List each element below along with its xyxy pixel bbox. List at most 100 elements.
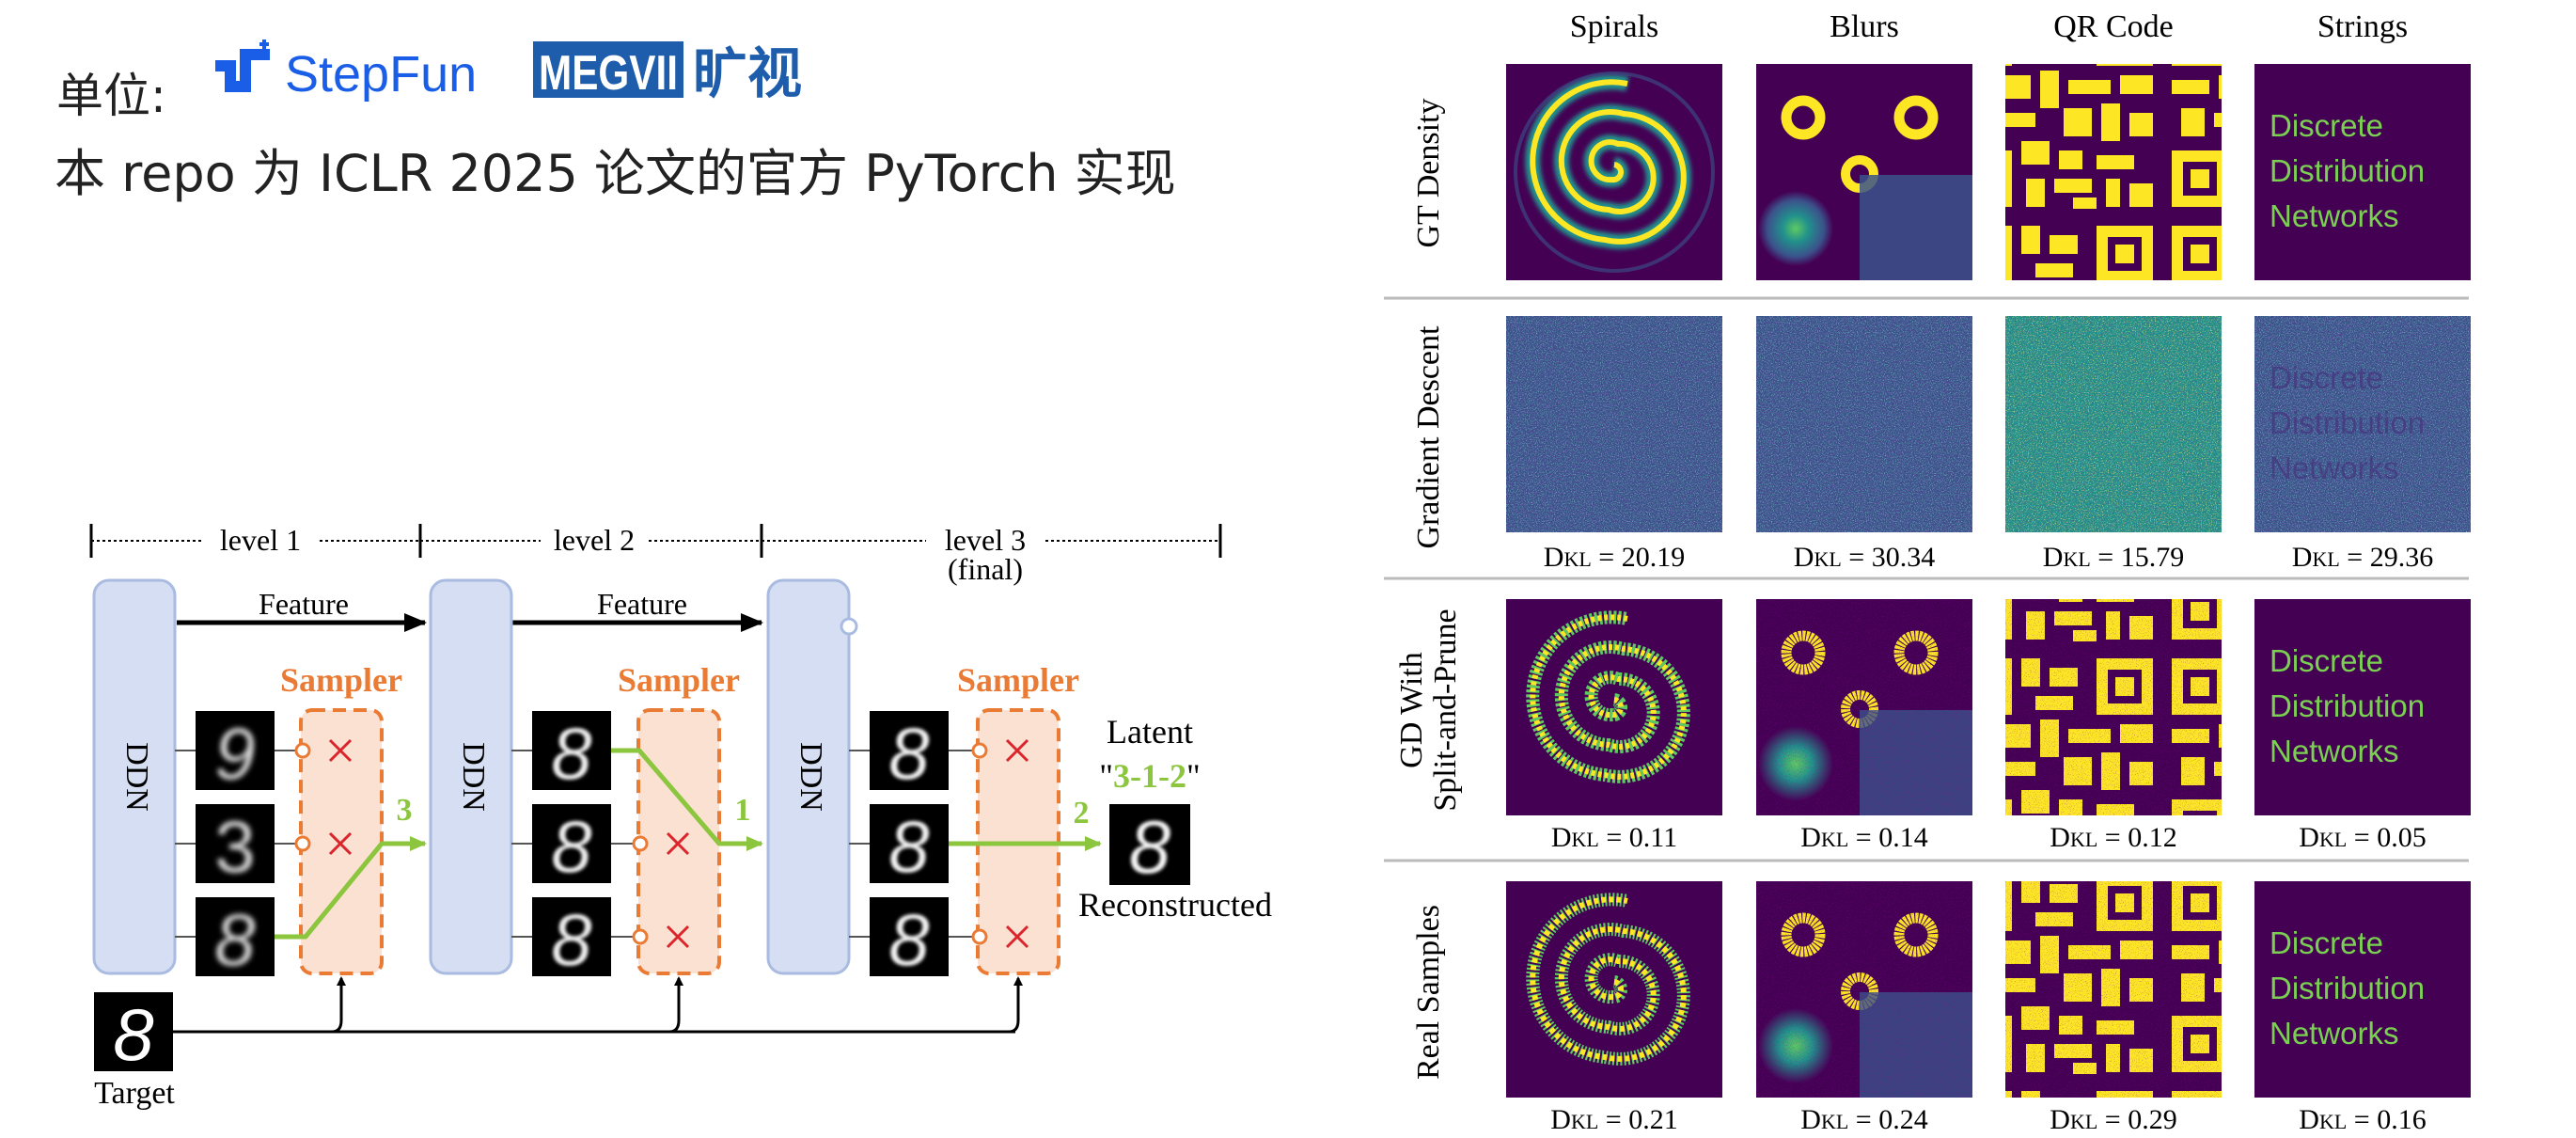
stepfun-logo: StepFun — [215, 40, 477, 103]
digit-thumb: 8 — [532, 897, 611, 981]
megvii-box — [533, 41, 683, 98]
kl-value: DKL = 30.34 — [1794, 542, 1935, 573]
ddn-block-1: DDN — [92, 578, 177, 975]
cell-sp-blurs — [1756, 599, 1972, 815]
column-header: QR Code — [2053, 9, 2174, 44]
kl-value: DKL = 0.16 — [2299, 1104, 2426, 1135]
row-separators — [1384, 296, 2469, 862]
digit-thumb: 9 — [196, 711, 275, 795]
kl-value: DKL = 29.36 — [2292, 542, 2433, 573]
reconstructed-label: Reconstructed — [1078, 886, 1272, 924]
feature-label-2: Feature — [597, 587, 687, 621]
level-ruler — [89, 524, 1222, 558]
ddn-block-3: DDN — [766, 578, 858, 975]
latent-code: "3-1-2" — [1099, 757, 1200, 795]
level-3-label: level 3 — [945, 523, 1026, 557]
strings-line: Distribution — [2270, 688, 2425, 723]
kl-labels: DKL = 20.19 DKL = 30.34 DKL = 15.79 DKL … — [1544, 542, 2433, 1135]
cell-gd-qrcode — [2005, 316, 2222, 532]
target-conditioning-lines — [173, 976, 1023, 1034]
strings-line: Discrete — [2270, 108, 2383, 143]
cell-gt-spirals — [1506, 64, 1722, 280]
cell-gd-spirals — [1506, 316, 1722, 532]
level-1-label: level 1 — [220, 523, 301, 557]
kl-value: DKL = 0.11 — [1551, 822, 1677, 853]
ddn-label-3: DDN — [793, 742, 828, 812]
cell-gt-qrcode — [2005, 64, 2222, 280]
ddn-diagram: level 1 level 2 level 3 (final) Feature … — [89, 523, 1272, 1111]
cell-real-blurs — [1756, 881, 1972, 1098]
strings-line: Distribution — [2270, 405, 2425, 440]
selected-index-3: 2 — [1074, 796, 1090, 830]
strings-line: Discrete — [2270, 643, 2383, 678]
strings-line: Networks — [2270, 198, 2399, 233]
ddn-block-2: DDN — [429, 578, 513, 975]
svg-text:8: 8 — [113, 993, 153, 1076]
results-grid: Spirals Blurs QR Code Strings GT Density… — [1384, 9, 2471, 1135]
sampler-label-2: Sampler — [618, 661, 740, 699]
row-label-gradient-descent: Gradient Descent — [1411, 325, 1446, 549]
strings-line: Networks — [2270, 1016, 2399, 1051]
digit-thumb: 8 — [870, 897, 949, 981]
svg-text:8: 8 — [551, 898, 591, 981]
latent-label: Latent — [1107, 713, 1193, 751]
digit-thumb: 8 — [870, 711, 949, 795]
cell-sp-spirals — [1506, 599, 1722, 815]
cell-real-strings: Discrete Distribution Networks — [2254, 881, 2471, 1098]
page-description: 本 repo 为 ICLR 2025 论文的官方 PyTorch 实现 — [55, 144, 1176, 203]
rejected-marks — [328, 738, 1029, 949]
svg-text:8: 8 — [888, 805, 929, 888]
megvii-logo: MEGVII 旷视 — [533, 41, 802, 104]
stepfun-mark-icon — [215, 40, 270, 92]
svg-text:9: 9 — [214, 712, 255, 795]
kl-value: DKL = 20.19 — [1544, 542, 1685, 573]
selected-index-1: 3 — [397, 793, 413, 828]
strings-line: Discrete — [2270, 360, 2383, 395]
row-label-gd-split-line2: Split-and-Prune — [1428, 609, 1463, 811]
cell-sp-strings: Discrete Distribution Networks — [2254, 599, 2471, 815]
column-header: Blurs — [1830, 9, 1899, 44]
kl-value: DKL = 0.12 — [2050, 822, 2176, 853]
svg-text:8: 8 — [551, 712, 591, 795]
row-label-real-samples: Real Samples — [1411, 905, 1446, 1080]
kl-value: DKL = 15.79 — [2043, 542, 2184, 573]
cell-gt-blurs — [1756, 64, 1972, 280]
strings-line: Distribution — [2270, 153, 2425, 188]
ddn-label-1: DDN — [119, 742, 154, 812]
svg-text:3: 3 — [214, 805, 255, 888]
kl-value: DKL = 0.24 — [1800, 1104, 1927, 1135]
cell-real-qrcode — [2005, 881, 2222, 1098]
strings-line: Discrete — [2270, 925, 2383, 960]
cell-real-spirals — [1506, 881, 1722, 1098]
cell-gd-blurs — [1756, 316, 1972, 532]
target-image: 8 — [94, 992, 173, 1076]
strings-line: Networks — [2270, 450, 2399, 485]
svg-text:8: 8 — [888, 712, 929, 795]
column-headers: Spirals Blurs QR Code Strings — [1570, 9, 2408, 44]
unit-label: 单位: — [56, 69, 166, 123]
kl-value: DKL = 0.05 — [2299, 822, 2426, 853]
level-3-sublabel: (final) — [948, 552, 1023, 586]
megvii-wordmark: MEGVII — [539, 46, 678, 101]
cell-gd-strings: Discrete Distribution Networks — [2254, 316, 2471, 532]
kl-value: DKL = 0.29 — [2050, 1104, 2176, 1135]
svg-text:8: 8 — [214, 898, 255, 981]
row-label-gt-density: GT Density — [1411, 99, 1446, 248]
column-header: Strings — [2317, 9, 2408, 44]
selection-paths — [275, 748, 1102, 940]
feature-label-1: Feature — [259, 587, 349, 621]
sampler-label-1: Sampler — [280, 661, 402, 699]
column-header: Spirals — [1570, 9, 1658, 44]
svg-text:8: 8 — [1129, 805, 1171, 889]
svg-text:8: 8 — [888, 898, 929, 981]
strings-line: Distribution — [2270, 971, 2425, 1005]
sampler-label-3: Sampler — [957, 661, 1079, 699]
ddn-label-2: DDN — [456, 742, 491, 812]
digit-thumb: 8 — [532, 711, 611, 795]
digit-thumb: 8 — [532, 804, 611, 888]
target-label: Target — [94, 1076, 175, 1111]
kl-value: DKL = 0.21 — [1550, 1104, 1677, 1135]
cell-gt-strings: Discrete Distribution Networks — [2254, 64, 2471, 280]
digit-thumb: 8 — [870, 804, 949, 888]
digit-thumb: 8 — [196, 897, 275, 981]
